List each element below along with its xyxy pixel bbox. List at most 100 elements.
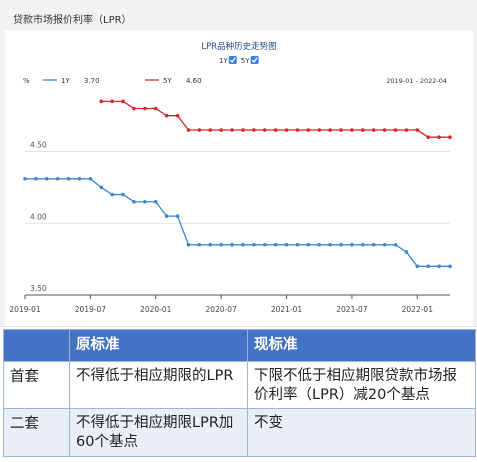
- header-current: 现标准: [247, 329, 476, 362]
- check-icon: [251, 57, 258, 64]
- chart-title: LPR品种历史走势图: [201, 41, 276, 52]
- data-point-1y: [284, 242, 289, 247]
- data-point-1y: [361, 242, 365, 247]
- data-point-5y: [306, 128, 311, 132]
- date-range: 2019-01 - 2022-04: [386, 77, 447, 85]
- data-point-1y: [34, 177, 38, 181]
- legend-value-5y: 4.60: [186, 77, 202, 85]
- original-cell: 不得低于相应期限的LPR: [69, 361, 248, 409]
- data-point-1y: [295, 242, 300, 247]
- data-point-1y: [350, 242, 354, 247]
- data-point-5y: [230, 128, 234, 132]
- x-tick-label: 2021-07: [336, 305, 368, 314]
- data-point-5y: [415, 128, 420, 132]
- data-point-5y: [110, 99, 114, 104]
- data-point-5y: [393, 128, 398, 132]
- data-point-1y: [186, 242, 191, 247]
- data-point-1y: [55, 177, 60, 181]
- x-tick-label: 2019-07: [75, 305, 107, 314]
- data-point-1y: [230, 242, 234, 247]
- data-point-5y: [371, 128, 376, 132]
- data-point-1y: [143, 199, 147, 204]
- data-point-1y: [339, 242, 343, 247]
- data-point-5y: [328, 128, 332, 132]
- chart-area: LPR品种历史走势图 1Y 5Y% 1Y 3.70 5Y 4.60 2019-01 - 202…: [5, 30, 473, 326]
- data-point-1y: [44, 177, 49, 181]
- lpr-chart: LPR品种历史走势图 1Y 5Y% 1Y 3.70 5Y 4.60 2019-01 - 202…: [9, 41, 452, 314]
- data-point-5y: [219, 128, 223, 132]
- data-point-1y: [197, 242, 202, 247]
- data-point-5y: [350, 128, 354, 132]
- current-cell: 不变: [247, 408, 476, 457]
- data-point-1y: [66, 177, 71, 181]
- data-point-5y: [99, 99, 104, 104]
- data-point-1y: [404, 250, 409, 254]
- toggle-checkbox-1y[interactable]: [228, 56, 237, 64]
- data-point-5y: [121, 99, 125, 104]
- row-label: 二套: [3, 408, 70, 457]
- data-point-5y: [153, 106, 158, 111]
- current-cell: 下限不低于相应期限贷款市场报价利率（LPR）减20个基点: [247, 361, 476, 409]
- data-point-5y: [361, 128, 365, 132]
- data-point-1y: [437, 264, 441, 269]
- x-tick-label: 2019-01: [9, 305, 41, 314]
- data-point-5y: [252, 128, 256, 132]
- data-point-1y: [23, 177, 27, 181]
- data-point-5y: [208, 128, 213, 132]
- data-point-1y: [99, 185, 104, 190]
- data-point-5y: [382, 128, 387, 132]
- data-point-5y: [197, 128, 202, 132]
- series-line-1y: [25, 178, 450, 267]
- data-point-1y: [88, 177, 93, 181]
- data-point-1y: [164, 214, 169, 218]
- data-point-1y: [153, 199, 158, 204]
- data-point-1y: [426, 264, 431, 269]
- data-point-1y: [219, 242, 223, 247]
- data-point-5y: [404, 128, 409, 132]
- data-point-1y: [262, 242, 267, 247]
- data-point-5y: [143, 106, 147, 111]
- data-point-1y: [382, 242, 387, 247]
- data-point-1y: [273, 242, 278, 247]
- data-point-1y: [208, 242, 213, 247]
- data-point-5y: [295, 128, 300, 132]
- data-point-1y: [415, 264, 420, 269]
- data-point-5y: [284, 128, 289, 132]
- check-icon: [230, 57, 236, 64]
- data-point-5y: [273, 128, 278, 132]
- table-header-row: 原标准 现标准: [3, 329, 476, 362]
- data-point-1y: [306, 242, 311, 247]
- data-point-5y: [164, 113, 169, 118]
- x-tick-label: 2020-07: [205, 305, 237, 314]
- header-original: 原标准: [69, 329, 248, 362]
- toggle-checkbox-5y[interactable]: [250, 56, 259, 64]
- data-point-1y: [175, 214, 180, 218]
- panel-title: 贷款市场报价利率（LPR）: [13, 15, 132, 26]
- data-point-1y: [121, 192, 125, 197]
- data-point-5y: [262, 128, 267, 132]
- data-point-5y: [339, 128, 343, 132]
- legend-value-1y: 3.70: [84, 77, 100, 85]
- data-point-1y: [448, 264, 452, 269]
- data-point-1y: [393, 242, 398, 247]
- data-point-5y: [437, 135, 441, 140]
- y-axis-unit: %: [23, 77, 30, 85]
- data-point-5y: [175, 113, 180, 118]
- data-point-1y: [371, 242, 376, 247]
- data-point-1y: [252, 242, 256, 247]
- x-tick-label: 2020-01: [140, 305, 172, 314]
- table-row: 首套 不得低于相应期限的LPR 下限不低于相应期限贷款市场报价利率（LPR）减2…: [3, 361, 476, 409]
- header-blank: [3, 329, 70, 362]
- data-point-1y: [110, 192, 114, 197]
- rule-table: 原标准 现标准 首套 不得低于相应期限的LPR 下限不低于相应期限贷款市场报价利…: [3, 329, 476, 457]
- row-label: 首套: [3, 361, 70, 409]
- y-tick-label: 4.50: [30, 141, 47, 150]
- toggle-label-5y: 5Y: [241, 57, 250, 65]
- data-point-5y: [132, 106, 136, 111]
- data-point-1y: [77, 177, 82, 181]
- toggle-label-1y: 1Y: [219, 57, 228, 65]
- data-point-5y: [426, 135, 431, 140]
- data-point-1y: [317, 242, 322, 247]
- lpr-panel: 贷款市场报价利率（LPR） LPR品种历史走势图 1Y 5Y% 1Y 3.70 5Y 4.6…: [0, 0, 477, 327]
- data-point-1y: [328, 242, 332, 247]
